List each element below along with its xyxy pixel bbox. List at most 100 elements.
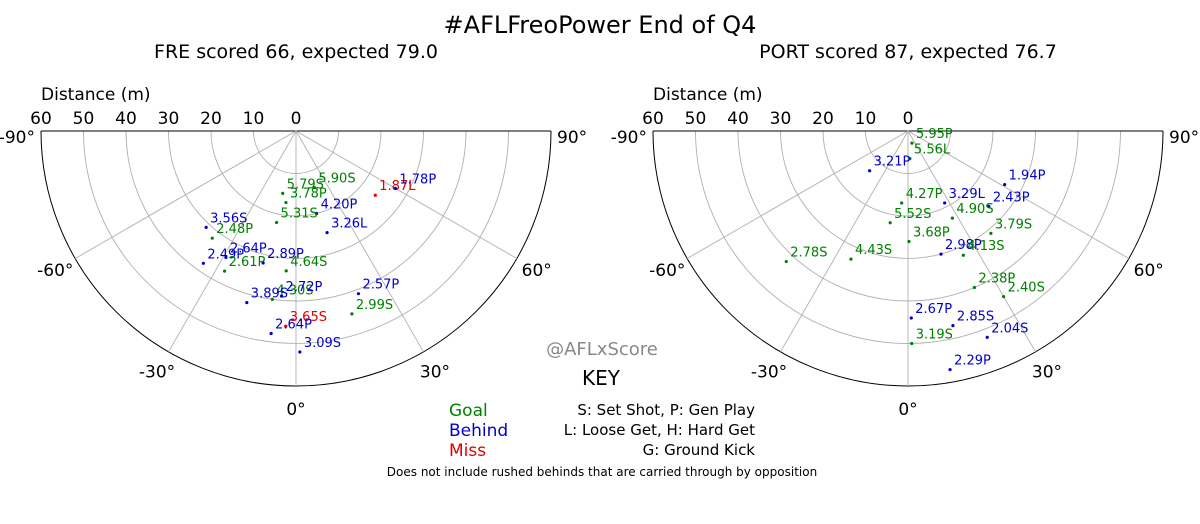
key-type-1: S: Set Shot, P: Gen Play — [577, 401, 755, 419]
shot-label: 3.19S — [916, 327, 953, 342]
shot-label: 3.79S — [995, 217, 1032, 232]
distance-tick-label: 50 — [685, 109, 707, 129]
key: KEY Goal Behind Miss S: Set Shot, P: Gen… — [387, 366, 817, 479]
shot-point — [987, 204, 991, 208]
shot-point — [907, 239, 911, 244]
watermark: @AFLxScore — [546, 339, 658, 360]
key-footnote: Does not include rushed behinds that are… — [387, 465, 817, 479]
shot-point — [270, 297, 274, 301]
shot-point — [961, 253, 965, 257]
shot-label: 3.29L — [949, 187, 986, 202]
shot-label: 1.78P — [399, 172, 436, 187]
angle-tick-label: 90° — [557, 128, 587, 148]
shot-point — [274, 220, 279, 225]
shot-label: 4.27P — [906, 187, 943, 202]
angle-tick-label: -30° — [751, 363, 787, 383]
shot-label: 2.64P — [275, 317, 312, 332]
shot-label: 2.04S — [991, 321, 1028, 336]
shot-point — [951, 324, 955, 328]
angle-gridline — [74, 130, 297, 259]
shot-label: 2.67P — [915, 302, 952, 317]
shot-label: 2.64P — [230, 241, 267, 256]
shot-point — [985, 335, 989, 339]
shot-point — [245, 300, 249, 305]
subtitle: FRE scored 66, expected 79.0 — [154, 41, 438, 63]
shot-point — [279, 294, 284, 298]
subtitle: PORT scored 87, expected 76.7 — [759, 41, 1057, 63]
angle-gridline — [780, 130, 909, 353]
distance-axis-label: Distance (m) — [653, 85, 763, 105]
port-shot-chart: PORT scored 87, expected 76.7 Distance (m… — [611, 41, 1199, 420]
shot-point — [314, 211, 319, 216]
distance-axis-label: Distance (m) — [41, 85, 151, 105]
angle-gridline — [686, 130, 909, 259]
shot-label: 3.09S — [304, 336, 341, 351]
angle-tick-label: 0° — [286, 400, 305, 420]
shot-label: 5.90S — [318, 172, 355, 187]
shot-label: 2.48P — [216, 222, 253, 237]
angle-tick-label: -90° — [611, 128, 647, 148]
shot-label: 2.61P — [229, 255, 266, 270]
shot-point — [298, 350, 302, 354]
shot-point — [784, 259, 788, 264]
angle-gridline — [907, 130, 1130, 259]
shot-point — [284, 200, 288, 205]
distance-tick-label: 10 — [855, 109, 877, 129]
angle-tick-label: -30° — [139, 363, 175, 383]
shot-label: 2.43P — [993, 190, 1030, 205]
angle-tick-label: 0° — [898, 400, 917, 420]
shot-label: 2.49P — [207, 247, 244, 262]
distance-tick-label: 30 — [770, 109, 792, 129]
key-type-2: L: Loose Get, H: Hard Get — [564, 421, 755, 439]
angle-tick-label: 30° — [1032, 363, 1062, 383]
shot-point — [900, 201, 904, 205]
angle-tick-label: 60° — [1134, 261, 1164, 281]
shot-point — [849, 257, 853, 261]
distance-tick-label: 60 — [30, 109, 52, 129]
shot-label: 3.65S — [290, 310, 327, 325]
distance-tick-label: 10 — [243, 109, 265, 129]
shot-label: 2.38P — [978, 271, 1015, 286]
distance-tick-label: 0 — [291, 109, 302, 129]
shot-label: 2.85S — [957, 310, 994, 325]
shot-label: 4.64S — [290, 255, 327, 270]
shot-label: 5.52S — [894, 207, 931, 222]
distance-tick-label: 20 — [812, 109, 834, 129]
key-behind: Behind — [449, 421, 508, 441]
shot-point — [1003, 182, 1007, 187]
distance-tick-label: 0 — [903, 109, 914, 129]
shot-point — [261, 261, 265, 265]
shot-label: 1.94P — [1009, 169, 1046, 184]
angle-tick-label: -90° — [0, 128, 35, 148]
distance-tick-label: 40 — [727, 109, 749, 129]
shot-label: 4.90S — [956, 202, 993, 217]
shot-point — [939, 252, 943, 256]
shot-point — [201, 261, 205, 265]
angle-tick-label: -60° — [37, 261, 73, 281]
distance-tick-label: 40 — [115, 109, 137, 129]
shot-label: 2.98P — [945, 238, 982, 253]
shot-point — [210, 236, 214, 240]
chart-title: #AFLFreoPower End of Q4 — [444, 11, 757, 39]
shot-point — [909, 316, 913, 320]
shot-point — [1002, 295, 1006, 299]
angle-tick-label: 30° — [420, 363, 450, 383]
shot-point — [269, 331, 273, 336]
shot-point — [356, 292, 361, 296]
key-type-3: G: Ground Kick — [643, 441, 756, 459]
shot-point — [948, 367, 952, 372]
shot-point — [284, 324, 288, 328]
key-miss: Miss — [449, 441, 486, 461]
shot-point — [908, 156, 912, 161]
shot-label: 4.30S — [276, 283, 313, 298]
shot-point — [204, 225, 208, 229]
shot-label: 3.68P — [913, 225, 950, 240]
distance-tick-label: 30 — [158, 109, 180, 129]
shot-label: 2.29P — [954, 354, 991, 369]
distance-tick-label: 60 — [642, 109, 664, 129]
shot-label: 5.95P — [916, 127, 953, 142]
shot-label: 4.13S — [967, 239, 1004, 254]
shot-label: 3.26L — [331, 217, 368, 232]
shot-point — [950, 216, 954, 220]
shot-label: 3.56S — [210, 211, 247, 226]
